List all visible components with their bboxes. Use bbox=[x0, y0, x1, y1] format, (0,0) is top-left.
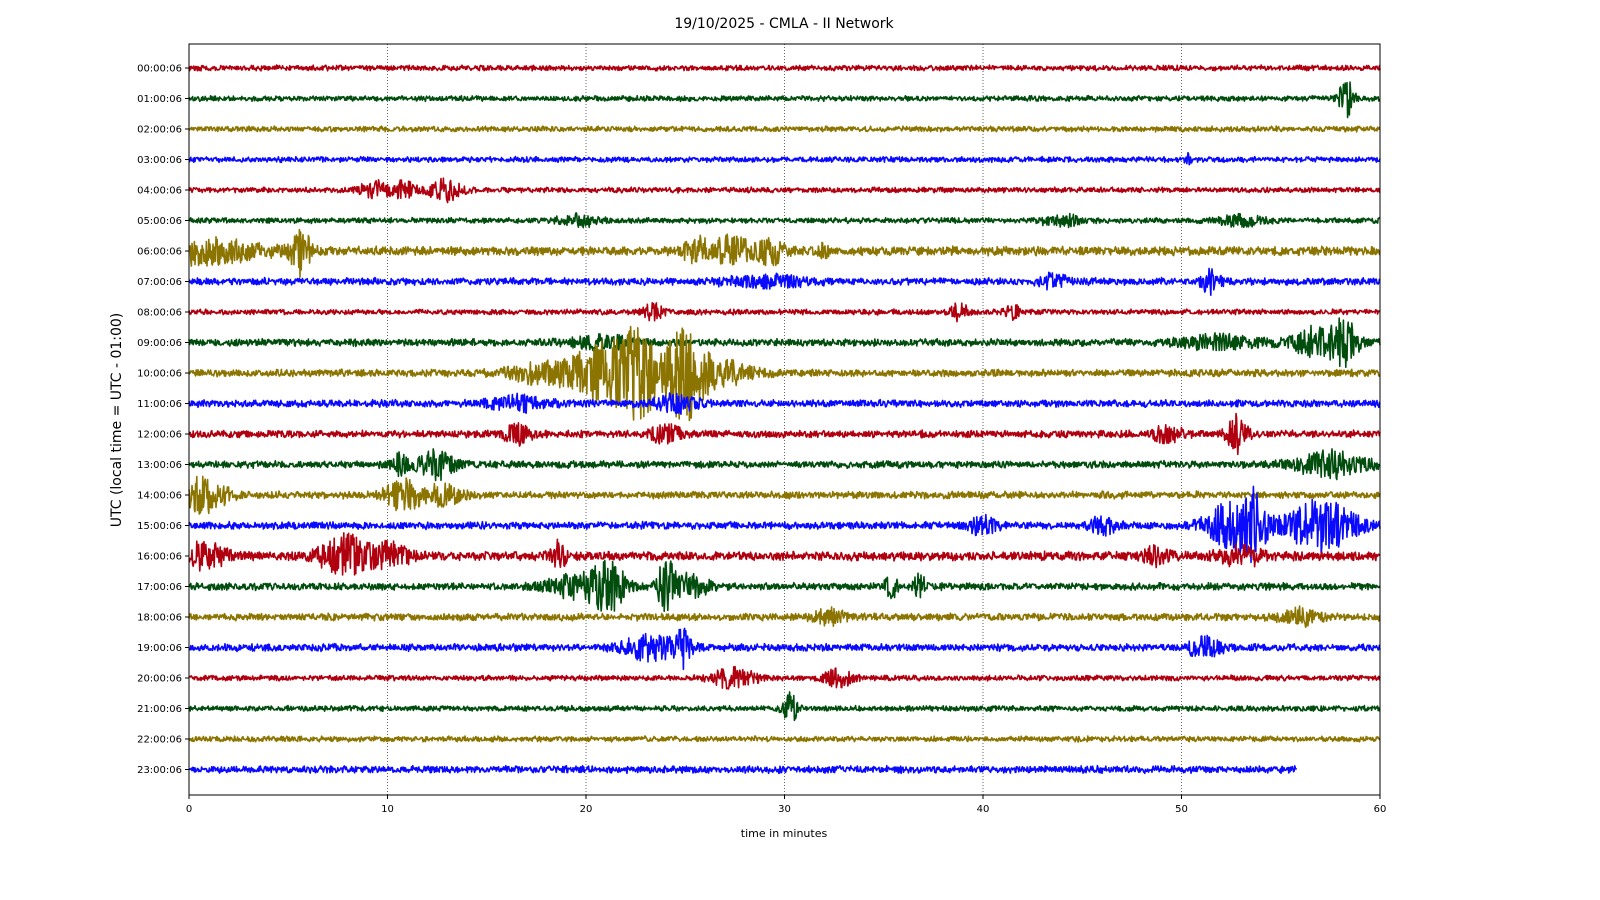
trace-10-00-06 bbox=[188, 325, 1381, 422]
y-tick-label: 07:00:06 bbox=[137, 277, 182, 288]
y-tick-label: 00:00:06 bbox=[137, 64, 182, 75]
trace-17-00-06 bbox=[188, 559, 1381, 612]
y-tick-label: 06:00:06 bbox=[137, 247, 182, 258]
y-tick-label: 16:00:06 bbox=[137, 552, 182, 563]
trace-02-00-06 bbox=[188, 125, 1381, 133]
trace-15-00-06 bbox=[188, 485, 1381, 564]
x-ticks: 0 10 20 30 40 50 60 bbox=[186, 795, 1387, 815]
trace-03-00-06 bbox=[188, 151, 1381, 166]
trace-23-00-06 bbox=[188, 764, 1298, 775]
trace-18-00-06 bbox=[188, 605, 1381, 628]
chart-title: 19/10/2025 - CMLA - II Network bbox=[674, 16, 894, 32]
y-axis-label: UTC (local time = UTC - 01:00) bbox=[109, 313, 125, 528]
y-tick-label: 01:00:06 bbox=[137, 94, 182, 105]
trace-16-00-06 bbox=[188, 532, 1381, 576]
x-axis-label: time in minutes bbox=[741, 827, 828, 840]
y-tick-label: 15:00:06 bbox=[137, 521, 182, 532]
y-tick-label: 21:00:06 bbox=[137, 704, 182, 715]
trace-22-00-06 bbox=[188, 735, 1381, 743]
trace-08-00-06 bbox=[188, 302, 1381, 323]
y-tick-label: 17:00:06 bbox=[137, 582, 182, 593]
trace-05-00-06 bbox=[188, 212, 1381, 229]
y-tick-label: 12:00:06 bbox=[137, 430, 182, 441]
x-tick-label: 0 bbox=[186, 804, 192, 815]
trace-19-00-06 bbox=[188, 627, 1381, 671]
trace-07-00-06 bbox=[188, 267, 1381, 296]
y-tick-label: 03:00:06 bbox=[137, 155, 182, 166]
y-tick-labels: 00:00:06 01:00:06 02:00:06 03:00:06 04:00:06… bbox=[137, 64, 189, 776]
x-tick-label: 10 bbox=[381, 804, 394, 815]
y-tick-label: 23:00:06 bbox=[137, 765, 182, 776]
trace-11-00-06 bbox=[188, 392, 1381, 415]
x-tick-label: 50 bbox=[1175, 804, 1188, 815]
trace-13-00-06 bbox=[188, 448, 1381, 482]
y-tick-label: 05:00:06 bbox=[137, 216, 182, 227]
trace-04-00-06 bbox=[188, 177, 1381, 204]
x-tick-label: 20 bbox=[580, 804, 593, 815]
trace-21-00-06 bbox=[188, 691, 1381, 722]
y-tick-label: 14:00:06 bbox=[137, 491, 182, 502]
trace-06-00-06 bbox=[188, 228, 1381, 278]
y-tick-label: 08:00:06 bbox=[137, 308, 182, 319]
vertical-grid bbox=[387, 44, 1182, 795]
y-tick-label: 22:00:06 bbox=[137, 735, 182, 746]
y-tick-label: 19:00:06 bbox=[137, 643, 182, 654]
y-tick-label: 04:00:06 bbox=[137, 186, 182, 197]
y-tick-label: 10:00:06 bbox=[137, 369, 182, 380]
trace-14-00-06 bbox=[188, 475, 1381, 515]
x-tick-label: 40 bbox=[977, 804, 990, 815]
x-tick-label: 30 bbox=[778, 804, 791, 815]
y-tick-label: 02:00:06 bbox=[137, 125, 182, 136]
y-tick-label: 18:00:06 bbox=[137, 613, 182, 624]
trace-01-00-06 bbox=[188, 81, 1381, 119]
trace-layer bbox=[188, 64, 1381, 775]
y-tick-label: 09:00:06 bbox=[137, 338, 182, 349]
y-tick-label: 13:00:06 bbox=[137, 460, 182, 471]
plot-frame bbox=[188, 43, 1381, 796]
trace-00-00-06 bbox=[188, 64, 1381, 72]
x-tick-label: 60 bbox=[1374, 804, 1387, 815]
y-tick-label: 11:00:06 bbox=[137, 399, 182, 410]
y-tick-label: 20:00:06 bbox=[137, 674, 182, 685]
trace-20-00-06 bbox=[188, 665, 1381, 690]
trace-12-00-06 bbox=[188, 412, 1381, 456]
trace-09-00-06 bbox=[188, 317, 1381, 368]
